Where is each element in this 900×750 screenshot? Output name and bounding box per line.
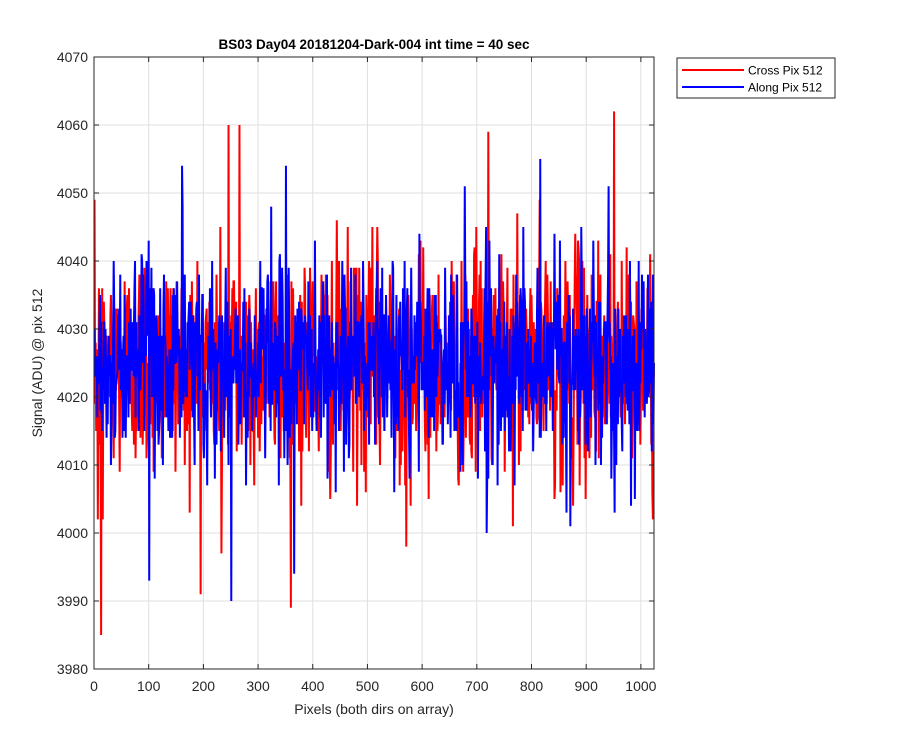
x-tick-label: 300	[246, 678, 270, 694]
x-tick-labels: 0 100 200 300 400 500 600 700 800 900 1000	[90, 678, 657, 694]
legend-box	[676, 57, 836, 99]
x-tick-label: 1000	[625, 678, 656, 694]
legend: Cross Pix 512 Along Pix 512	[676, 57, 836, 99]
x-tick-label: 800	[520, 678, 544, 694]
y-tick-label: 4070	[57, 49, 88, 65]
y-tick-label: 4020	[57, 389, 88, 405]
legend-label-along: Along Pix 512	[748, 81, 822, 95]
tick-marks	[93, 56, 654, 670]
y-tick-label: 4050	[57, 185, 88, 201]
y-tick-label: 4040	[57, 253, 88, 269]
x-tick-label: 0	[90, 678, 98, 694]
x-tick-label: 500	[356, 678, 380, 694]
x-tick-label: 900	[575, 678, 599, 694]
x-tick-label: 700	[465, 678, 489, 694]
y-axis-label: Signal (ADU) @ pix 512	[29, 288, 45, 437]
series-line-1	[93, 158, 655, 602]
x-tick-label: 200	[192, 678, 216, 694]
axes-box	[93, 56, 655, 670]
y-tick-label: 3990	[57, 593, 88, 609]
x-tick-label: 400	[301, 678, 325, 694]
x-tick-label: 100	[137, 678, 161, 694]
x-axis-label: Pixels (both dirs on array)	[294, 701, 454, 717]
y-tick-labels: 3980 3990 4000 4010 4020 4030 4040 4050 4060 4070	[57, 49, 88, 677]
legend-label-cross: Cross Pix 512	[748, 64, 823, 78]
y-tick-label: 4000	[57, 525, 88, 541]
chart-title: BS03 Day04 20181204-Dark-004 int time = …	[218, 37, 530, 52]
y-tick-label: 4010	[57, 457, 88, 473]
y-tick-label: 4060	[57, 117, 88, 133]
y-tick-label: 3980	[57, 661, 88, 677]
x-tick-label: 600	[410, 678, 434, 694]
series-layer	[93, 111, 655, 636]
y-tick-label: 4030	[57, 321, 88, 337]
